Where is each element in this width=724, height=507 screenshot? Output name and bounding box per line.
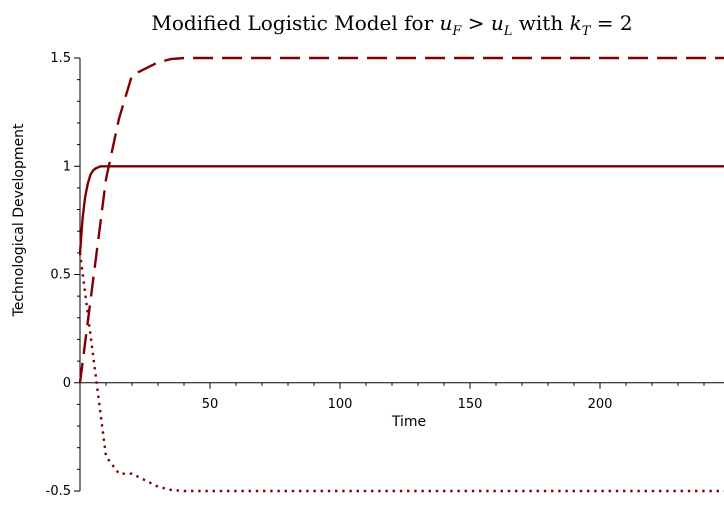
series-line-dashed: [78, 56, 724, 383]
chart-title-eq: = 2: [590, 11, 632, 35]
y-axis-label: Technological Development: [11, 123, 27, 317]
y-tick-label: 1: [63, 159, 71, 174]
x-tick-label: 100: [328, 397, 353, 412]
x-tick-label: 50: [202, 397, 219, 412]
axes: -0.5 0 0.5 1 1.5 50 100 150 200: [46, 51, 724, 499]
x-tick-label: 150: [458, 397, 483, 412]
chart-title-uf: u: [440, 11, 453, 35]
chart-title-k: k: [570, 11, 582, 35]
series-layer: [78, 56, 724, 493]
chart-title-gt: >: [461, 11, 490, 35]
x-tick-label: 200: [588, 397, 613, 412]
y-tick-label: 0.5: [50, 268, 71, 283]
y-tick-label: -0.5: [46, 484, 71, 499]
series-line-dotted: [78, 252, 724, 493]
chart-title-k-sub: T: [582, 24, 592, 39]
chart-title-ul-sub: L: [503, 24, 513, 39]
chart-title-uf-sub: F: [451, 24, 462, 39]
chart-title-ul: u: [491, 11, 504, 35]
chart-title-with: with: [512, 11, 569, 35]
series-line-solid: [78, 165, 724, 253]
y-tick-label: 1.5: [50, 51, 71, 66]
y-tick-label: 0: [63, 376, 71, 391]
chart-title: Modified Logistic Model for uF > uL with…: [151, 11, 632, 39]
chart-title-prefix: Modified Logistic Model for: [151, 11, 439, 35]
x-axis-label: Time: [391, 414, 426, 430]
